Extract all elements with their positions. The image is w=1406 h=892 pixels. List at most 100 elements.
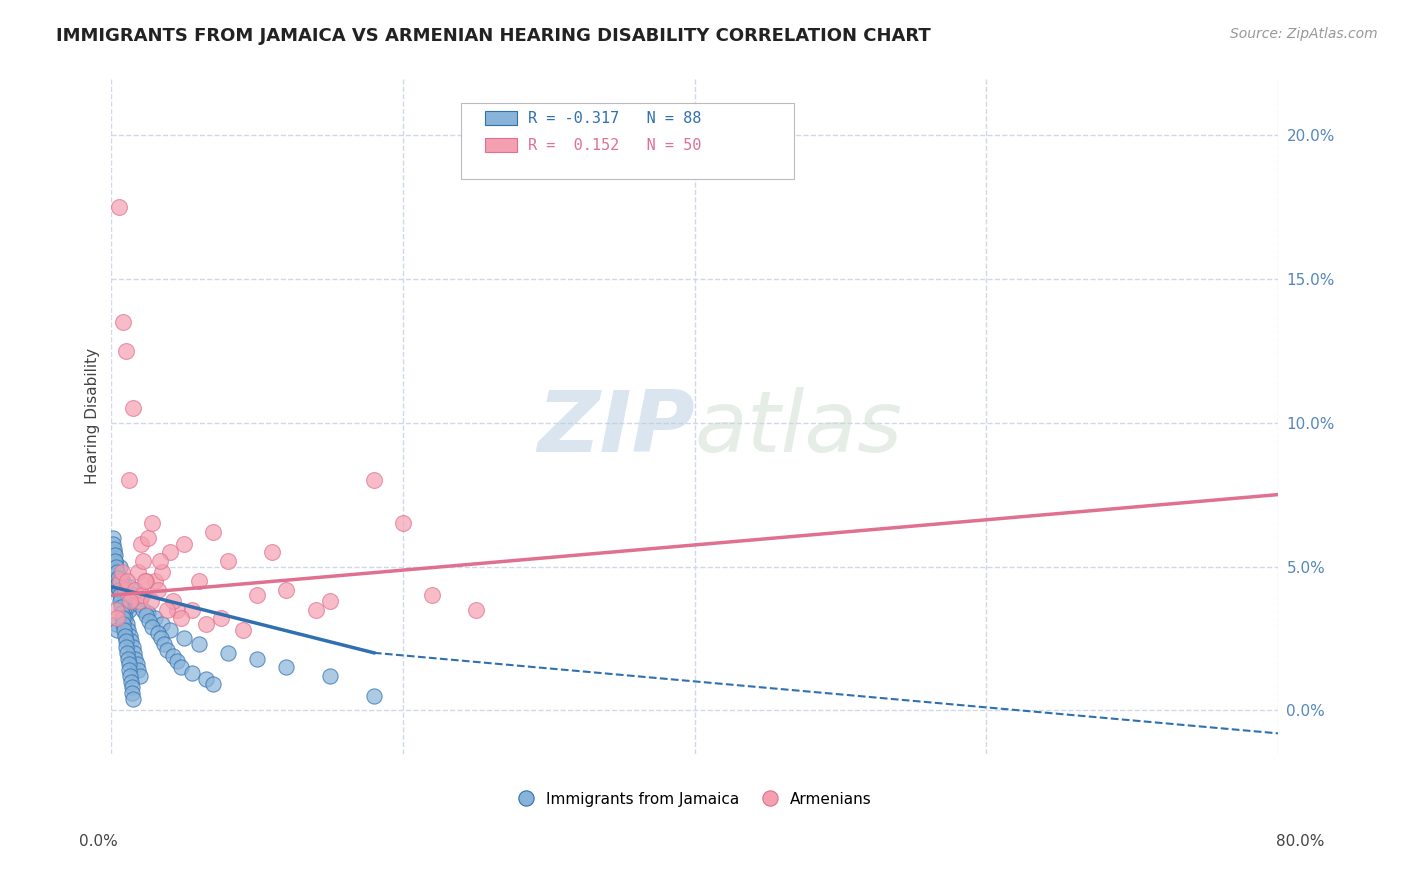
Point bbox=[104, 548, 127, 562]
Text: 0.0%: 0.0% bbox=[79, 834, 118, 848]
Point bbox=[124, 582, 146, 597]
Point bbox=[104, 617, 127, 632]
Point bbox=[146, 582, 169, 597]
Point bbox=[117, 657, 139, 672]
Point bbox=[170, 611, 193, 625]
Point bbox=[103, 566, 125, 580]
Point bbox=[104, 554, 127, 568]
FancyBboxPatch shape bbox=[461, 103, 794, 179]
Text: ZIP: ZIP bbox=[537, 387, 695, 470]
Point bbox=[465, 602, 488, 616]
Point bbox=[195, 672, 218, 686]
Point bbox=[110, 594, 132, 608]
Point bbox=[118, 473, 141, 487]
Point bbox=[108, 559, 131, 574]
Point bbox=[112, 315, 135, 329]
Point bbox=[124, 651, 146, 665]
Point bbox=[209, 611, 232, 625]
Point bbox=[187, 637, 209, 651]
Bar bbox=[485, 112, 517, 125]
Point bbox=[121, 681, 143, 695]
Text: R =  0.152   N = 50: R = 0.152 N = 50 bbox=[527, 137, 702, 153]
Point bbox=[136, 531, 159, 545]
Point bbox=[162, 648, 184, 663]
Point bbox=[117, 623, 139, 637]
Point bbox=[103, 545, 125, 559]
Point bbox=[114, 629, 136, 643]
Point bbox=[117, 651, 139, 665]
Point bbox=[111, 611, 134, 625]
Point bbox=[127, 663, 149, 677]
Point bbox=[143, 574, 166, 588]
Point bbox=[180, 665, 202, 680]
Point bbox=[110, 594, 132, 608]
Point bbox=[104, 602, 127, 616]
Point bbox=[363, 473, 385, 487]
Point bbox=[114, 582, 136, 597]
Point bbox=[152, 617, 174, 632]
Point bbox=[392, 516, 415, 531]
Point bbox=[136, 606, 159, 620]
Y-axis label: Hearing Disability: Hearing Disability bbox=[86, 347, 100, 483]
Point bbox=[135, 574, 157, 588]
Point bbox=[114, 634, 136, 648]
Point bbox=[134, 574, 156, 588]
Point bbox=[111, 611, 134, 625]
Point bbox=[276, 582, 298, 597]
Point bbox=[141, 620, 163, 634]
Point bbox=[120, 634, 142, 648]
Point bbox=[159, 545, 181, 559]
Point bbox=[127, 597, 149, 611]
Point bbox=[111, 606, 134, 620]
Point bbox=[166, 655, 188, 669]
Point bbox=[108, 588, 131, 602]
Point bbox=[139, 594, 162, 608]
Point bbox=[115, 343, 138, 358]
Point bbox=[180, 602, 202, 616]
Point bbox=[111, 599, 134, 614]
Point bbox=[118, 602, 141, 616]
Point bbox=[131, 588, 153, 602]
Point bbox=[159, 623, 181, 637]
Point bbox=[128, 669, 150, 683]
Point bbox=[114, 585, 136, 599]
Point bbox=[217, 646, 239, 660]
Point bbox=[108, 574, 131, 588]
Point bbox=[107, 582, 129, 597]
Point bbox=[105, 623, 128, 637]
Point bbox=[107, 571, 129, 585]
Point bbox=[146, 625, 169, 640]
Point bbox=[150, 632, 173, 646]
Point bbox=[246, 588, 269, 602]
Text: 80.0%: 80.0% bbox=[1277, 834, 1324, 848]
Point bbox=[115, 617, 138, 632]
Point bbox=[120, 580, 142, 594]
Point bbox=[217, 554, 239, 568]
Point bbox=[420, 588, 443, 602]
Text: Source: ZipAtlas.com: Source: ZipAtlas.com bbox=[1230, 27, 1378, 41]
Point bbox=[202, 677, 225, 691]
Point bbox=[105, 571, 128, 585]
Point bbox=[232, 623, 254, 637]
Point bbox=[112, 617, 135, 632]
Point bbox=[153, 637, 176, 651]
Point bbox=[125, 657, 148, 672]
Point bbox=[141, 516, 163, 531]
Point bbox=[101, 536, 124, 550]
Point bbox=[122, 588, 145, 602]
Point bbox=[148, 554, 170, 568]
Point bbox=[104, 554, 127, 568]
Point bbox=[195, 617, 218, 632]
Point bbox=[127, 566, 149, 580]
Point bbox=[143, 611, 166, 625]
Point bbox=[110, 599, 132, 614]
Point bbox=[166, 602, 188, 616]
Point bbox=[122, 646, 145, 660]
Point bbox=[118, 629, 141, 643]
Point bbox=[156, 643, 179, 657]
Point bbox=[107, 200, 129, 214]
Point bbox=[114, 611, 136, 625]
Point bbox=[135, 608, 157, 623]
Point bbox=[132, 602, 155, 616]
Bar bbox=[485, 138, 517, 152]
